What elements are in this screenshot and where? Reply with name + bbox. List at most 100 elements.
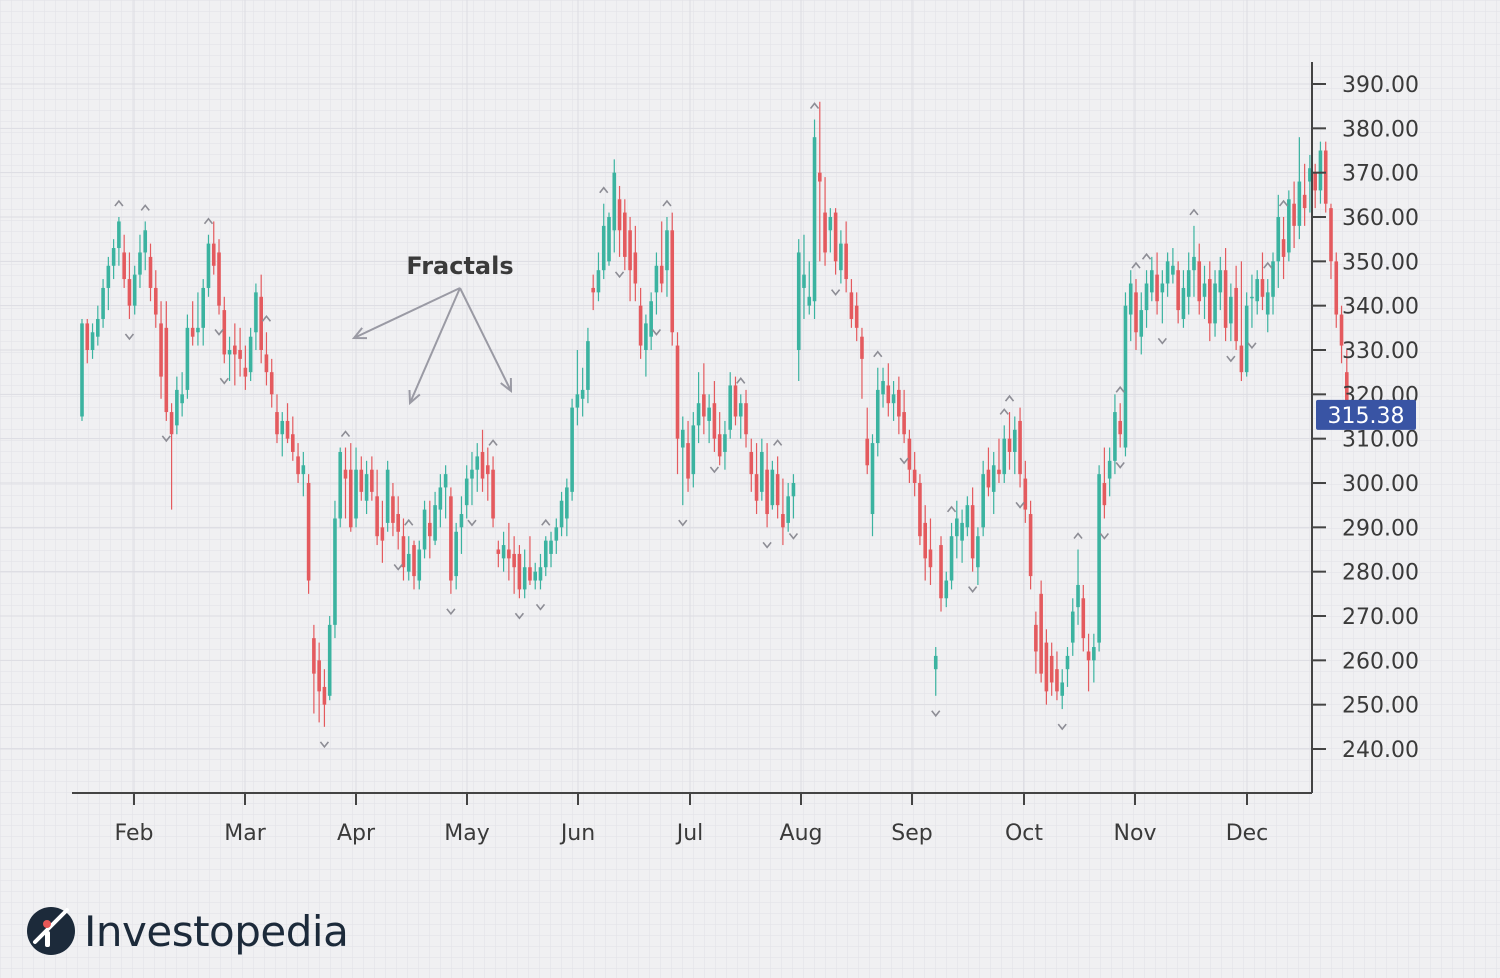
candle: [691, 412, 696, 488]
candle-body: [833, 212, 838, 262]
candle-body: [902, 412, 906, 435]
candle-body: [570, 407, 574, 492]
candle-body: [854, 305, 859, 328]
fractal-down-marker: [1226, 355, 1236, 363]
candle-body: [291, 434, 295, 452]
candle: [317, 642, 321, 723]
candle: [1139, 292, 1144, 355]
candle-body: [612, 172, 617, 231]
fractal-up-marker: [261, 314, 272, 322]
candle-body: [728, 385, 733, 430]
candle: [591, 274, 595, 311]
candle: [754, 443, 759, 515]
candle: [1287, 190, 1291, 262]
candle: [543, 536, 548, 577]
candle-body: [1197, 261, 1202, 302]
y-tick-label: 260.00: [1342, 649, 1419, 674]
fractal-up-marker: [1004, 394, 1015, 402]
candle: [106, 256, 111, 311]
candle: [1076, 549, 1080, 625]
candle: [454, 522, 458, 590]
candle: [565, 478, 569, 537]
candle-body: [565, 487, 569, 519]
candle: [854, 292, 859, 342]
fractal-up-marker: [488, 439, 498, 446]
candle: [533, 562, 538, 590]
candle: [733, 376, 738, 426]
candle-body: [870, 443, 875, 515]
candle: [1329, 203, 1333, 280]
candle: [343, 447, 348, 519]
candle-body: [781, 514, 785, 528]
candle-body: [1218, 270, 1223, 293]
candle-body: [960, 522, 964, 541]
candle-body: [1297, 181, 1302, 226]
candle: [485, 447, 490, 501]
candle: [823, 177, 827, 266]
candle-body: [765, 469, 769, 515]
candle-body: [538, 567, 543, 581]
candle-body: [148, 256, 153, 288]
candle: [997, 438, 1001, 483]
candle: [923, 505, 927, 581]
candle-body: [1176, 270, 1180, 311]
candle: [738, 394, 743, 439]
candle: [675, 332, 680, 475]
candle-body: [654, 265, 659, 293]
candle: [1028, 500, 1033, 590]
candle: [185, 314, 190, 399]
candle-body: [1171, 265, 1175, 275]
fractal-down-marker: [614, 271, 625, 279]
candle-body: [217, 252, 221, 306]
candle: [723, 420, 727, 470]
candle-body: [623, 212, 627, 257]
fractal-up-marker: [662, 199, 672, 207]
candle: [870, 434, 875, 537]
candle: [1118, 403, 1122, 448]
candle-body: [296, 456, 300, 475]
candle-body: [175, 389, 179, 426]
candle: [765, 443, 769, 528]
candle: [981, 460, 985, 537]
candle: [1250, 274, 1254, 328]
y-tick-label: 290.00: [1342, 516, 1419, 541]
fractal-down-marker: [1057, 723, 1067, 731]
candle: [623, 199, 627, 271]
candle-body: [1186, 270, 1191, 297]
candle-body: [396, 514, 400, 532]
candle: [370, 456, 374, 501]
fractal-down-marker: [214, 329, 224, 336]
y-tick-label: 350.00: [1342, 250, 1419, 275]
candle-body: [233, 345, 237, 355]
candle-body: [406, 553, 411, 572]
candle-body: [507, 549, 511, 559]
candle: [1239, 261, 1244, 382]
candle: [939, 536, 943, 612]
x-tick-label: Jun: [559, 821, 595, 846]
candle: [670, 212, 675, 346]
candle: [1070, 598, 1075, 656]
candle-body: [528, 567, 532, 581]
candle-body: [1302, 194, 1307, 209]
candle: [227, 336, 232, 382]
candle: [433, 491, 437, 546]
candle: [1055, 651, 1059, 701]
candle-body: [1229, 296, 1233, 324]
candle-body: [1318, 150, 1323, 191]
candle: [717, 412, 722, 466]
candle-body: [617, 199, 622, 231]
candle-body: [1339, 314, 1344, 346]
fractal-up-marker: [203, 217, 214, 225]
investopedia-logo-icon: [27, 907, 75, 955]
candle: [132, 265, 137, 315]
candle: [327, 616, 332, 701]
candle-body: [201, 287, 206, 328]
candle-body: [1134, 292, 1138, 333]
candle: [570, 398, 574, 501]
y-tick-label: 310.00: [1342, 428, 1419, 453]
candle: [501, 531, 506, 572]
candle: [206, 234, 211, 297]
y-tick-label: 380.00: [1342, 117, 1419, 142]
candle-body: [338, 451, 343, 519]
candle: [1150, 256, 1154, 302]
